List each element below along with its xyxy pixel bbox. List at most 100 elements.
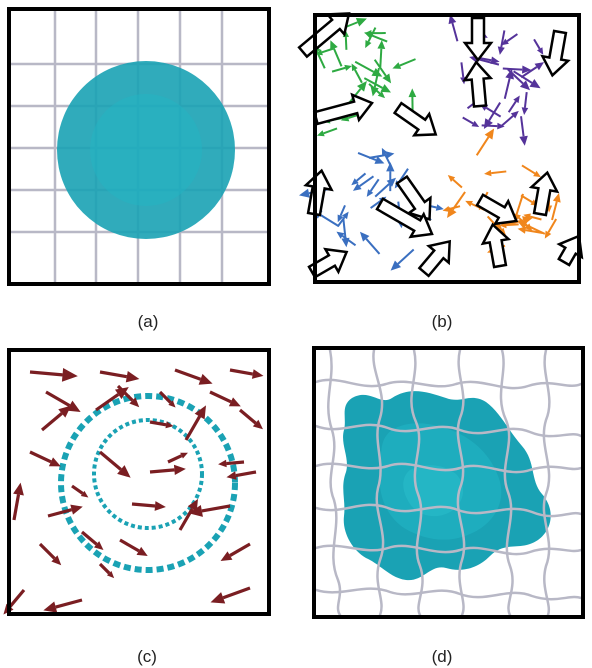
flow-arrow xyxy=(442,205,461,213)
vortex-arrow xyxy=(131,501,166,511)
hollow-arrow xyxy=(417,239,452,278)
vortex-arrow xyxy=(98,450,131,478)
vortex-arrow xyxy=(188,504,231,517)
flow-arrow xyxy=(374,177,397,198)
hollow-arrow xyxy=(462,16,494,63)
vortex-arrow xyxy=(174,368,213,385)
flow-arrow xyxy=(447,174,463,189)
flow-arrow xyxy=(521,164,541,178)
panel-a-disc xyxy=(57,61,235,239)
vortex-arrow xyxy=(43,598,83,613)
hollow-arrow xyxy=(303,168,334,217)
flow-arrow xyxy=(446,191,466,218)
flow-arrow xyxy=(502,65,532,74)
vortex-arrow xyxy=(210,586,251,604)
flow-arrow xyxy=(462,116,480,127)
hollow-arrow xyxy=(475,193,519,226)
flow-arrow xyxy=(331,64,352,73)
vortex-arrow xyxy=(3,588,26,615)
panel-d-caption: (d) xyxy=(432,647,453,666)
panel-d-blob xyxy=(343,391,551,581)
panel-c-arrows xyxy=(3,367,264,615)
hollow-arrow xyxy=(307,247,349,279)
flow-arrow xyxy=(357,151,385,164)
flow-arrow xyxy=(368,151,395,159)
vortex-arrow xyxy=(38,542,62,566)
vortex-arrow xyxy=(149,420,174,429)
flow-arrow xyxy=(484,169,507,177)
flow-arrow xyxy=(337,205,346,223)
panel-c: (c) xyxy=(3,348,271,666)
flow-arrow xyxy=(351,63,363,84)
flow-arrow xyxy=(507,95,520,113)
hollow-arrow xyxy=(312,92,374,126)
flow-arrow xyxy=(501,33,518,46)
hollow-arrow xyxy=(462,60,494,108)
panel-c-frame xyxy=(7,348,271,616)
vortex-arrow xyxy=(229,368,264,379)
panel-a-frame xyxy=(7,7,271,286)
flow-arrow xyxy=(521,92,529,115)
vortex-arrow xyxy=(218,459,245,468)
vortex-arrow xyxy=(220,542,251,561)
vortex-arrow xyxy=(45,390,81,412)
flow-arrow xyxy=(366,178,380,197)
flow-arrow xyxy=(336,211,349,228)
flow-arrow xyxy=(533,38,544,55)
flow-arrow xyxy=(363,77,392,93)
flow-arrow xyxy=(500,110,519,128)
vortex-arrow xyxy=(29,450,61,467)
hollow-arrow xyxy=(395,174,432,221)
vortex-arrow xyxy=(40,405,72,432)
hollow-arrow xyxy=(528,170,560,217)
vortex-arrow xyxy=(167,452,188,464)
vortex-arrow xyxy=(116,384,140,408)
flow-arrow xyxy=(520,62,545,79)
flow-arrow xyxy=(317,127,338,137)
flow-arrow xyxy=(475,128,495,156)
flow-arrow xyxy=(448,14,459,42)
flow-arrow xyxy=(392,58,416,69)
flow-arrow xyxy=(519,116,528,146)
vortex-arrow xyxy=(178,498,198,531)
panel-c-rings xyxy=(58,393,238,573)
panel-a-caption: (a) xyxy=(138,312,159,331)
vortex-arrow xyxy=(99,370,140,383)
flow-arrow xyxy=(365,27,377,49)
panel-b-caption: (b) xyxy=(432,312,453,331)
panel-c-caption: (c) xyxy=(137,647,157,666)
flow-arrow xyxy=(381,147,392,167)
vortex-arrow xyxy=(158,390,176,408)
vortex-arrow xyxy=(209,390,241,407)
vortex-arrow xyxy=(80,530,104,550)
flow-arrow xyxy=(330,40,343,67)
panel-d: (d) xyxy=(312,346,585,666)
vortex-arrow xyxy=(149,464,186,476)
hollow-arrow xyxy=(540,29,571,78)
vortex-arrow xyxy=(29,367,78,382)
flow-arrow xyxy=(516,220,546,235)
hollow-arrow xyxy=(375,197,434,239)
vortex-arrow xyxy=(98,562,115,579)
outer-ring xyxy=(58,393,238,573)
vortex-arrow xyxy=(238,408,263,430)
panel-d-frame xyxy=(312,346,585,619)
flow-arrow xyxy=(390,248,415,271)
panel-a: (a) xyxy=(7,7,271,331)
flow-arrow xyxy=(336,231,357,247)
vortex-arrow xyxy=(47,504,83,518)
hollow-arrow xyxy=(297,12,351,59)
vortex-arrow xyxy=(226,470,257,480)
vortex-arrow xyxy=(12,482,24,521)
vortex-arrow xyxy=(71,484,89,498)
vortex-arrow xyxy=(119,538,148,556)
flow-arrow xyxy=(551,192,561,221)
panel-d-warped-grid xyxy=(316,350,581,615)
vortex-arrow xyxy=(95,387,129,412)
flow-arrow xyxy=(359,231,381,255)
flow-arrow xyxy=(351,172,367,186)
flow-arrow xyxy=(503,68,514,100)
panel-b-frame xyxy=(313,13,581,284)
hollow-arrow xyxy=(392,101,438,137)
